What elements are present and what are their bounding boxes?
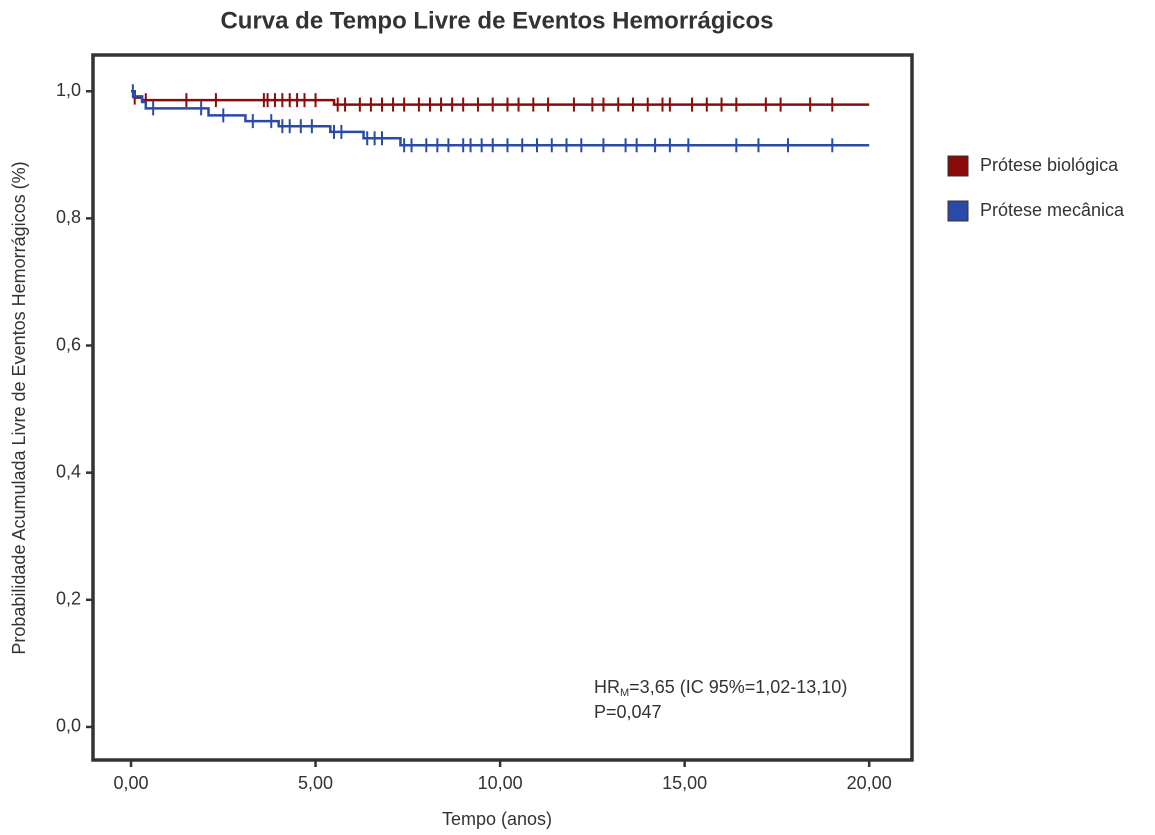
legend-swatch (947, 155, 969, 177)
legend-label: Prótese mecânica (980, 200, 1125, 220)
hr-annotation: HRM=3,65 (IC 95%=1,02-13,10) (594, 677, 847, 699)
y-tick-label: 0,6 (56, 334, 81, 354)
y-tick-label: 1,0 (56, 80, 81, 100)
y-tick-label: 0,0 (56, 716, 81, 736)
survival-curve (131, 89, 870, 147)
x-tick-label: 15,00 (662, 773, 707, 793)
x-axis-label: Tempo (anos) (442, 809, 552, 829)
x-tick-label: 0,00 (113, 773, 148, 793)
plot-frame (91, 53, 914, 762)
y-tick-label: 0,4 (56, 461, 81, 481)
x-tick-label: 20,00 (847, 773, 892, 793)
legend-label: Prótese biológica (980, 155, 1119, 175)
legend-swatch (947, 200, 969, 222)
x-tick-label: 5,00 (298, 773, 333, 793)
hr-text: =3,65 (IC 95%=1,02-13,10) (629, 677, 847, 697)
hr-sub: M (620, 687, 629, 699)
hr: HR (594, 677, 620, 697)
chart-title: Curva de Tempo Livre de Eventos Hemorrág… (220, 7, 773, 34)
y-axis-label: Probabilidade Acumulada Livre de Eventos… (9, 161, 29, 654)
y-tick-label: 0,2 (56, 589, 81, 609)
p-annotation: P=0,047 (594, 702, 662, 722)
x-tick-label: 10,00 (478, 773, 523, 793)
y-tick-label: 0,8 (56, 207, 81, 227)
survival-curve (131, 89, 870, 106)
